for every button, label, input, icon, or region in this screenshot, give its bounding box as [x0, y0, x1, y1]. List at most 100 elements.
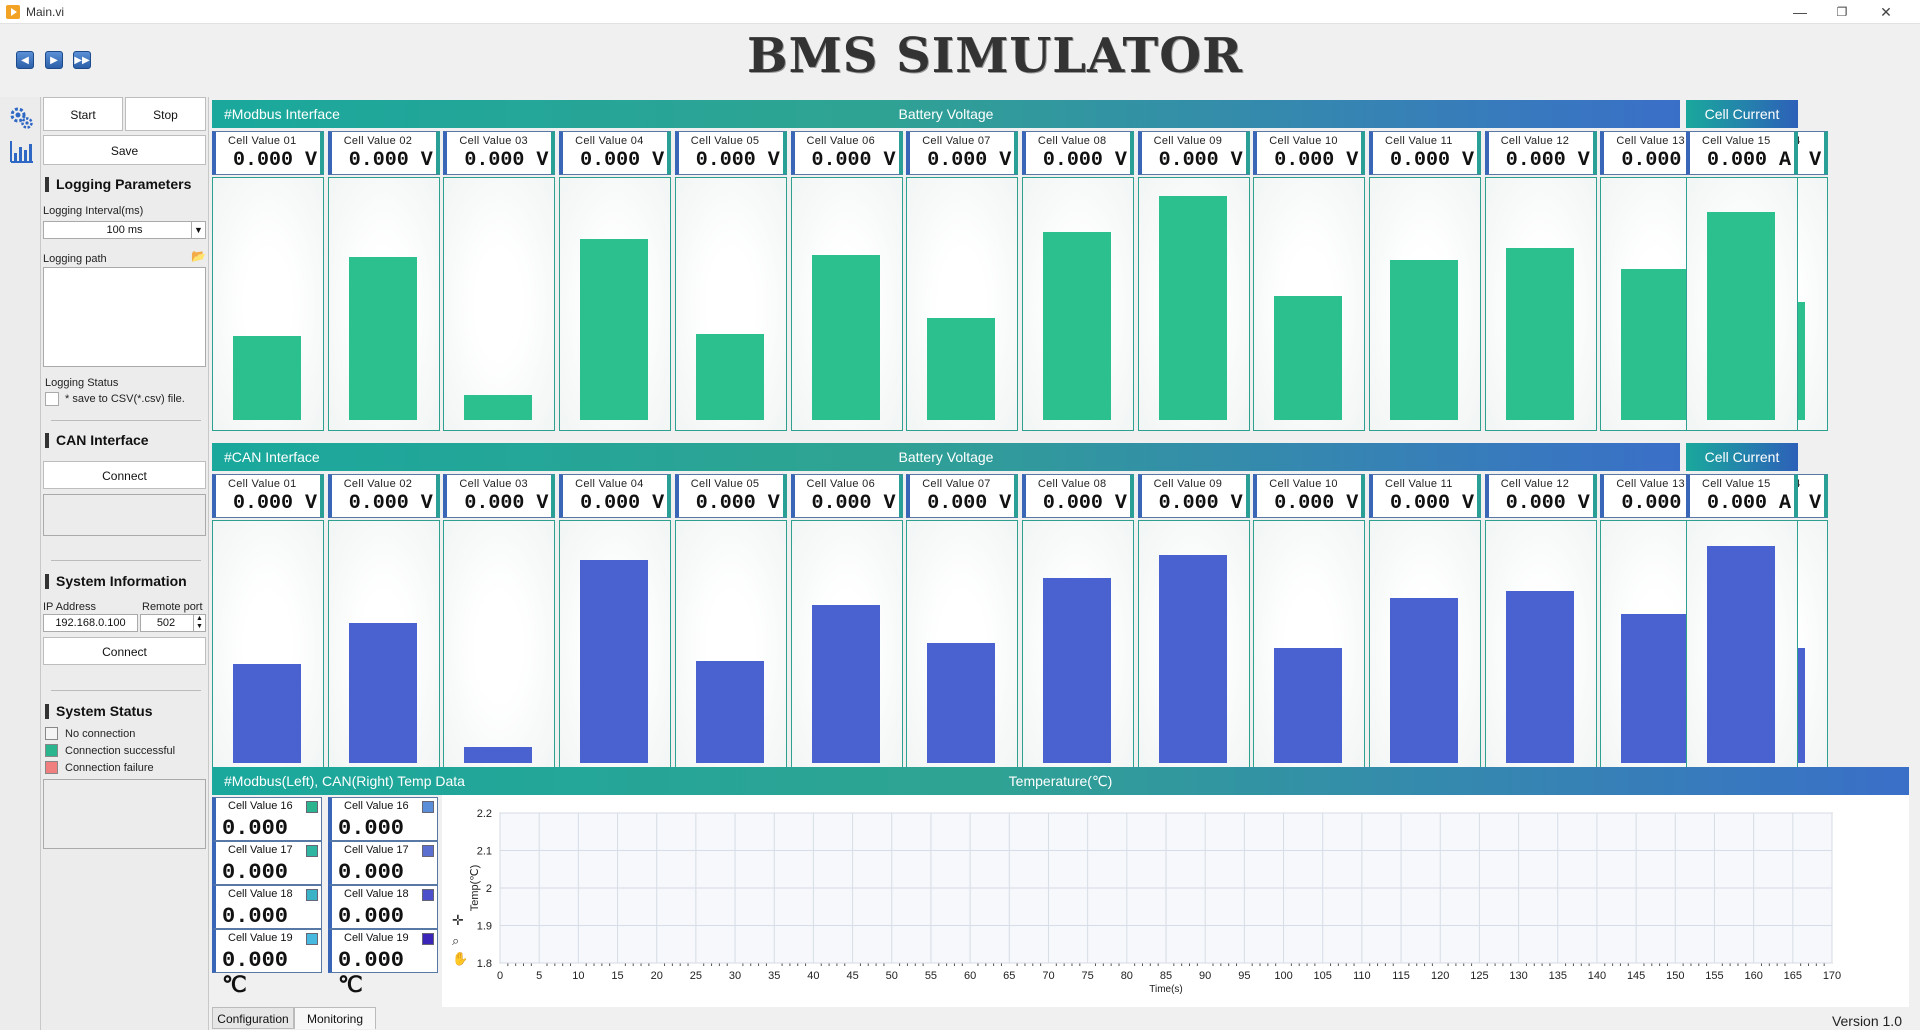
section-label: #Modbus Interface	[224, 106, 340, 122]
cell-value: 0.000 V	[1505, 149, 1590, 172]
cell-value: 0.000 V	[1390, 149, 1475, 172]
temperature-title: Temperature(℃)	[1008, 773, 1113, 789]
y-tick-label: 2.1	[477, 846, 492, 858]
series-color-swatch[interactable]	[306, 845, 318, 857]
cell-name: Cell Value 07	[922, 135, 991, 147]
cell-name: Cell Value 09	[1153, 135, 1223, 147]
y-tick-label: 2.2	[477, 808, 492, 820]
cell-level-bar	[464, 747, 533, 763]
tab-monitoring[interactable]: Monitoring	[294, 1007, 376, 1029]
csv-save-checkbox[interactable]	[45, 392, 59, 406]
run-icon[interactable]: ▶	[45, 51, 63, 69]
series-color-swatch[interactable]	[306, 889, 318, 901]
close-icon[interactable]: ✕	[1880, 4, 1892, 20]
start-button[interactable]: Start	[43, 97, 123, 131]
tab-configuration[interactable]: Configuration	[212, 1007, 294, 1029]
run-back-icon[interactable]: ◀	[16, 51, 34, 69]
logging-interval-value: 100 ms	[106, 224, 143, 236]
cell-value: 0.000 V	[348, 492, 433, 515]
run-continuous-icon[interactable]: ▶▶	[73, 51, 91, 69]
x-tick-label: 120	[1431, 970, 1449, 982]
x-tick-label: 55	[925, 970, 937, 982]
section-label: #CAN Interface	[224, 449, 320, 465]
cell-value: 0.000 V	[464, 149, 549, 172]
cell-value-indicator: Cell Value 13 0.000 V	[1600, 131, 1713, 175]
cell-bar-chart	[790, 177, 903, 431]
cell-name: Cell Value 08	[1037, 478, 1107, 490]
cell-name: Cell Value 08	[1037, 135, 1107, 147]
cell-value: 0.000 V	[233, 492, 318, 515]
cell-name: Cell Value 07	[922, 478, 991, 490]
cell-value: 0.000 V	[695, 492, 780, 515]
section-label: #Modbus(Left), CAN(Right) Temp Data	[224, 773, 465, 789]
minimize-icon[interactable]: —	[1793, 4, 1807, 20]
cell-name: Cell Value 10	[1269, 478, 1338, 490]
cell-bar-chart	[1484, 520, 1597, 774]
x-tick-label: 95	[1238, 970, 1250, 982]
cursor-tool-icon[interactable]: ✛	[452, 912, 464, 928]
cell-value-indicator: Cell Value 05 0.000 V	[674, 474, 787, 518]
header	[0, 25, 1920, 97]
cell-level-bar	[1158, 196, 1227, 420]
save-button[interactable]: Save	[43, 135, 206, 165]
series-color-swatch[interactable]	[422, 933, 434, 945]
app-title: BMS SIMULATOR	[747, 28, 1243, 84]
status-legend-swatch	[45, 727, 58, 740]
zoom-tool-icon[interactable]: ⌕	[452, 933, 459, 948]
logging-path-field[interactable]	[43, 267, 206, 367]
x-tick-label: 140	[1588, 970, 1606, 982]
cell-bar-chart	[1021, 177, 1134, 431]
cell-value-indicator: Cell Value 02 0.000 V	[327, 474, 440, 518]
series-color-swatch[interactable]	[422, 845, 434, 857]
cell-value: 0.000 V	[927, 492, 1012, 515]
cell-value-indicator: Cell Value 03 0.000 V	[443, 474, 556, 518]
cell-bar-chart	[212, 520, 324, 774]
cell-level-bar	[580, 239, 649, 420]
cell-level-bar	[1390, 598, 1458, 763]
cell-level-bar	[233, 336, 301, 420]
pan-tool-icon[interactable]: ✋	[452, 951, 468, 966]
x-tick-label: 90	[1199, 970, 1211, 982]
folder-browse-icon[interactable]: 📂	[191, 249, 206, 263]
monitoring-chart-icon[interactable]	[8, 139, 34, 165]
status-legend-label: No connection	[65, 728, 136, 740]
stop-button[interactable]: Stop	[125, 97, 206, 131]
logging-interval-select[interactable]: 100 ms ▼	[43, 221, 206, 239]
series-color-swatch[interactable]	[306, 801, 318, 813]
port-spinner-icon[interactable]: ▲ ▼	[193, 615, 205, 631]
x-tick-label: 15	[611, 970, 623, 982]
cell-level-bar	[1621, 614, 1690, 763]
ip-address-input[interactable]: 192.168.0.100	[43, 614, 138, 632]
cell-level-bar	[348, 623, 417, 763]
cell-name: Cell Value 05	[690, 478, 760, 490]
temperature-chart[interactable]: 0 5 10 15 20 25 30 35 40 45 50 55 60 65 70 75 80 85 90 95 10…	[442, 795, 1909, 1007]
system-connect-button[interactable]: Connect	[43, 637, 206, 665]
remote-port-value: 502	[156, 617, 176, 629]
temp-left-indicator: Cell Value 180.000 ℃	[212, 885, 322, 955]
temp-left-indicator: Cell Value 160.000 ℃	[212, 797, 322, 867]
cell-bar-chart	[443, 520, 556, 774]
cell-bar-chart	[1021, 520, 1134, 774]
cell-level-bar	[1390, 260, 1458, 420]
cell-value-indicator: Cell Value 05 0.000 V	[674, 131, 787, 175]
cell-value: 0.000 V	[1158, 492, 1243, 515]
logging-parameters-heading: Logging Parameters	[45, 177, 191, 192]
cell-value: 0.000 V	[811, 492, 896, 515]
settings-gears-icon[interactable]	[8, 105, 34, 131]
temp-right-indicator: Cell Value 19 0.000 ℃	[328, 929, 438, 999]
can-connect-button[interactable]: Connect	[43, 461, 206, 489]
cell-bar-chart	[327, 520, 440, 774]
cell-value: 0.000 V	[233, 149, 318, 172]
series-color-swatch[interactable]	[306, 933, 318, 945]
cell-level-bar	[1707, 546, 1775, 763]
remote-port-input[interactable]: 502 ▲ ▼	[140, 614, 206, 632]
temp-left-indicator: Cell Value 19 0.000 ℃	[212, 929, 322, 999]
series-color-swatch[interactable]	[422, 801, 434, 813]
series-color-swatch[interactable]	[422, 889, 434, 901]
battery-voltage-title: Battery Voltage	[898, 449, 994, 465]
chevron-down-icon[interactable]: ▼	[191, 222, 205, 238]
battery-voltage-title: Battery Voltage	[898, 106, 994, 122]
system-status-heading: System Status	[45, 704, 152, 719]
x-tick-label: 155	[1705, 970, 1723, 982]
restore-icon[interactable]: ❐	[1836, 5, 1848, 19]
